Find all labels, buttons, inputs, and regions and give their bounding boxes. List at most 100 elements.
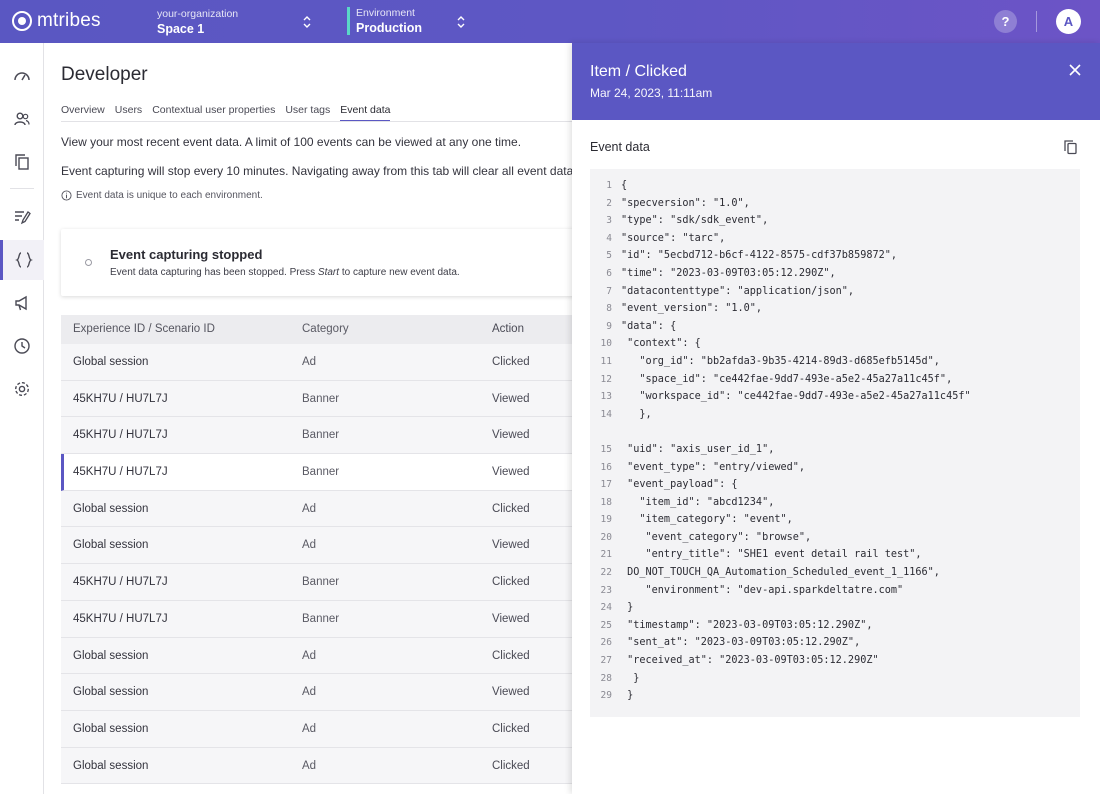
column-header-action[interactable]: Action	[492, 323, 524, 335]
divider	[1036, 11, 1037, 32]
line-number: 19	[600, 514, 612, 526]
nav-content[interactable]	[0, 197, 44, 237]
cell-action: Clicked	[492, 759, 530, 772]
nav-settings[interactable]	[0, 369, 44, 409]
code-text: "event_version": "1.0",	[621, 303, 763, 315]
cell-action: Viewed	[492, 466, 530, 479]
nav-collections[interactable]	[0, 142, 44, 182]
code-text: "event_type": "entry/viewed",	[621, 461, 806, 473]
line-number: 5	[606, 250, 612, 262]
line-number: 13	[600, 391, 612, 403]
nav-users[interactable]	[0, 99, 44, 139]
tab-contextual-user-properties[interactable]: Contextual user properties	[152, 104, 276, 116]
table-header: Experience ID / Scenario ID Category Act…	[61, 315, 572, 344]
cell-action: Viewed	[492, 539, 530, 552]
capture-status-title: Event capturing stopped	[110, 247, 263, 262]
logo[interactable]: mtribes	[12, 10, 101, 32]
code-line: 20 "event_category": "browse",	[590, 532, 1080, 550]
cell-category: Ad	[302, 722, 317, 735]
nav-history[interactable]	[0, 326, 44, 366]
table-row[interactable]: Global session Ad Clicked	[61, 490, 572, 528]
code-text: {	[621, 180, 628, 191]
code-text: }	[621, 602, 634, 614]
table-row[interactable]: Global session Ad Viewed	[61, 527, 572, 565]
close-icon[interactable]	[1067, 62, 1083, 78]
cell-experience-id: Global session	[73, 649, 149, 662]
line-number: 21	[600, 549, 612, 561]
table-row[interactable]: Global session Ad Viewed	[61, 674, 572, 711]
environment-selector[interactable]: Environment Production	[347, 7, 422, 35]
code-braces-icon	[14, 252, 33, 268]
top-bar: mtribes your-organization Space 1 Enviro…	[0, 0, 1100, 43]
description-capturing: Event capturing will stop every 10 minut…	[61, 164, 572, 178]
table-row[interactable]: 45KH7U / HU7L7J Banner Clicked	[61, 564, 572, 601]
tab-users[interactable]: Users	[114, 104, 143, 116]
capture-status-card: Event capturing stopped Event data captu…	[61, 229, 572, 296]
code-text: },	[621, 408, 652, 420]
code-text: }	[621, 672, 640, 684]
table-row[interactable]: Global session Ad Clicked	[61, 344, 572, 381]
cell-experience-id: 45KH7U / HU7L7J	[73, 466, 168, 479]
code-line: 18 "item_id": "abcd1234",	[590, 497, 1080, 515]
org-label: your-organization	[157, 8, 239, 20]
tab-overview[interactable]: Overview	[61, 104, 105, 116]
code-text: "source": "tarc",	[621, 232, 726, 244]
chevron-updown-icon[interactable]	[456, 14, 466, 30]
cell-action: Clicked	[492, 502, 530, 515]
table-row[interactable]: 45KH7U / HU7L7J Banner Viewed	[61, 417, 572, 455]
code-text: "data": {	[621, 320, 677, 332]
table-row[interactable]: 45KH7U / HU7L7J Banner Viewed	[61, 454, 572, 491]
logo-text: mtribes	[37, 10, 101, 31]
line-number: 1	[606, 180, 612, 191]
tab-event-data[interactable]: Event data	[340, 104, 391, 122]
avatar[interactable]: A	[1056, 9, 1081, 34]
line-number: 3	[606, 215, 612, 227]
code-line: 2 "specversion": "1.0",	[590, 198, 1080, 216]
line-number: 2	[606, 197, 612, 209]
tab-user-tags[interactable]: User tags	[285, 104, 331, 116]
organization-selector[interactable]: your-organization Space 1	[157, 8, 238, 37]
table-row[interactable]: Global session Ad Clicked	[61, 637, 572, 675]
side-nav	[0, 43, 44, 794]
cell-category: Banner	[302, 392, 340, 405]
nav-campaigns[interactable]	[0, 283, 44, 323]
table-body: Global session Ad Clicked 45KH7U / HU7L7J Ba…	[61, 344, 572, 785]
cell-category: Banner	[302, 612, 340, 625]
code-line: 11 "org_id": "bb2afda3-9b35-4214-89d3-d6…	[590, 356, 1080, 374]
code-line: 3 "type": "sdk/sdk_event",	[590, 215, 1080, 233]
table-row[interactable]: 45KH7U / HU7L7J Banner Viewed	[61, 600, 572, 638]
table-row[interactable]: Global session Ad Clicked	[61, 747, 572, 785]
nav-dashboard[interactable]	[0, 56, 44, 96]
table-row[interactable]: 45KH7U / HU7L7J Banner Viewed	[61, 380, 572, 418]
code-line: 25 "timestamp": "2023-03-09T03:05:12.290…	[590, 620, 1080, 638]
chevron-updown-icon[interactable]	[302, 14, 312, 30]
cell-action: Clicked	[492, 356, 530, 368]
line-number: 17	[600, 479, 612, 491]
code-line: 14 },	[590, 409, 1080, 427]
code-line: 19 "item_category": "event",	[590, 514, 1080, 532]
help-button[interactable]: ?	[994, 10, 1017, 33]
cell-action: Viewed	[492, 392, 530, 405]
env-label: Environment	[356, 7, 415, 19]
table-row[interactable]: Global session Ad Clicked	[61, 710, 572, 748]
users-icon	[14, 112, 30, 126]
code-text: }	[621, 690, 634, 702]
logo-mark-icon	[12, 11, 32, 31]
code-line: 7 "datacontenttype": "application/json",	[590, 286, 1080, 304]
cell-category: Ad	[302, 502, 317, 515]
cell-category: Ad	[302, 356, 317, 368]
info-icon	[61, 190, 72, 201]
nav-developer[interactable]	[0, 240, 44, 280]
code-line: 8 "event_version": "1.0",	[590, 303, 1080, 321]
cell-category: Banner	[302, 429, 340, 442]
column-header-experience[interactable]: Experience ID / Scenario ID	[73, 323, 215, 335]
line-number: 28	[600, 672, 612, 684]
code-text: "workspace_id": "ce442fae-9dd7-493e-a5e2…	[621, 391, 971, 403]
column-header-category[interactable]: Category	[302, 323, 349, 335]
copy-icon[interactable]	[1063, 139, 1078, 155]
code-line: 9 "data": {	[590, 321, 1080, 339]
code-line: 4 "source": "tarc",	[590, 233, 1080, 251]
code-text: "space_id": "ce442fae-9dd7-493e-a5e2-45a…	[621, 373, 953, 385]
cell-experience-id: Global session	[73, 539, 149, 552]
page-title: Developer	[61, 64, 148, 85]
